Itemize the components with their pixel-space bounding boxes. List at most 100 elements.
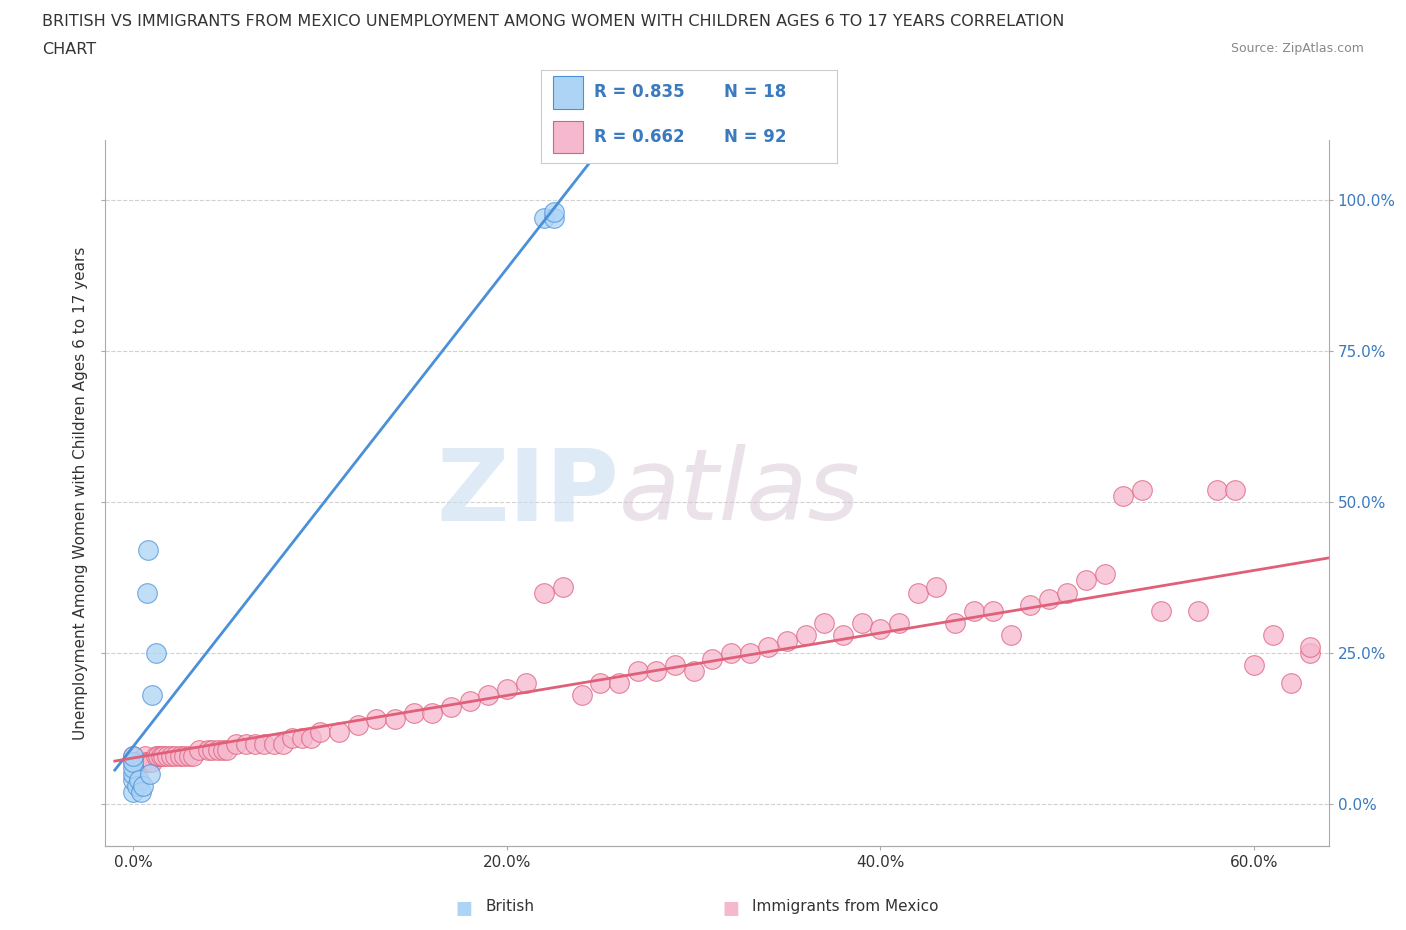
- Point: [201, 742, 224, 757]
- Point: [496, 682, 519, 697]
- Point: [776, 633, 799, 648]
- Text: CHART: CHART: [42, 42, 96, 57]
- Point: [794, 628, 817, 643]
- Point: [1225, 483, 1247, 498]
- Point: [1299, 640, 1322, 655]
- Point: [702, 652, 724, 667]
- Point: [607, 676, 630, 691]
- Point: [1000, 628, 1022, 643]
- Point: [758, 640, 780, 655]
- Point: [851, 616, 873, 631]
- Point: [281, 730, 304, 745]
- Point: [943, 616, 966, 631]
- Point: [869, 621, 891, 636]
- Point: [664, 658, 686, 672]
- Point: [128, 773, 150, 788]
- Point: [132, 754, 155, 769]
- Point: [543, 205, 565, 219]
- Point: [212, 742, 235, 757]
- Point: [515, 676, 537, 691]
- Point: [139, 754, 162, 769]
- Point: [135, 585, 157, 600]
- Bar: [553, 76, 582, 109]
- Point: [152, 749, 174, 764]
- Point: [1056, 585, 1078, 600]
- Bar: [553, 121, 582, 153]
- Point: [156, 749, 179, 764]
- Point: [477, 688, 499, 703]
- Point: [402, 706, 425, 721]
- Point: [129, 785, 152, 800]
- Point: [290, 730, 312, 745]
- Point: [122, 749, 145, 764]
- Point: [551, 579, 574, 594]
- Point: [215, 742, 238, 757]
- Point: [163, 749, 186, 764]
- Point: [1149, 604, 1171, 618]
- Point: [1112, 488, 1135, 503]
- Text: R = 0.835: R = 0.835: [595, 83, 685, 101]
- Point: [187, 742, 209, 757]
- Y-axis label: Unemployment Among Women with Children Ages 6 to 17 years: Unemployment Among Women with Children A…: [73, 246, 89, 739]
- Point: [981, 604, 1004, 618]
- Point: [384, 712, 406, 727]
- Point: [533, 585, 555, 600]
- Point: [127, 778, 149, 793]
- Point: [963, 604, 986, 618]
- Point: [1205, 483, 1227, 498]
- Text: atlas: atlas: [619, 445, 860, 541]
- Point: [122, 754, 145, 769]
- Point: [1038, 591, 1060, 606]
- Point: [145, 645, 167, 660]
- Point: [127, 761, 149, 776]
- Point: [1299, 645, 1322, 660]
- Point: [832, 628, 855, 643]
- Point: [1074, 573, 1097, 588]
- Point: [122, 749, 145, 764]
- Point: [197, 742, 219, 757]
- Point: [627, 664, 650, 679]
- Point: [134, 749, 156, 764]
- Point: [122, 785, 145, 800]
- Point: [738, 645, 761, 660]
- Point: [328, 724, 350, 739]
- Point: [122, 773, 145, 788]
- Point: [141, 688, 163, 703]
- Point: [571, 688, 593, 703]
- Point: [1094, 567, 1116, 582]
- Text: N = 18: N = 18: [724, 83, 786, 101]
- Point: [253, 737, 276, 751]
- Point: [458, 694, 481, 709]
- Point: [299, 730, 322, 745]
- Text: Source: ZipAtlas.com: Source: ZipAtlas.com: [1230, 42, 1364, 55]
- Point: [271, 737, 294, 751]
- Point: [122, 766, 145, 781]
- Point: [1018, 597, 1040, 612]
- Point: [139, 766, 162, 781]
- Point: [146, 749, 169, 764]
- Point: [225, 737, 247, 751]
- Point: [129, 754, 152, 769]
- Point: [243, 737, 266, 751]
- Point: [1279, 676, 1302, 691]
- Point: [122, 761, 145, 776]
- Point: [682, 664, 704, 679]
- Point: [346, 718, 368, 733]
- Point: [128, 754, 150, 769]
- Point: [138, 754, 160, 769]
- Point: [813, 616, 835, 631]
- Text: ▪: ▪: [721, 893, 741, 921]
- Text: N = 92: N = 92: [724, 127, 787, 146]
- Point: [138, 543, 160, 558]
- Point: [159, 749, 181, 764]
- Point: [122, 754, 145, 769]
- Point: [235, 737, 257, 751]
- Point: [366, 712, 388, 727]
- Point: [533, 210, 555, 225]
- Point: [145, 749, 167, 764]
- Point: [135, 754, 157, 769]
- Point: [181, 749, 204, 764]
- Point: [420, 706, 443, 721]
- Point: [645, 664, 668, 679]
- Point: [173, 749, 195, 764]
